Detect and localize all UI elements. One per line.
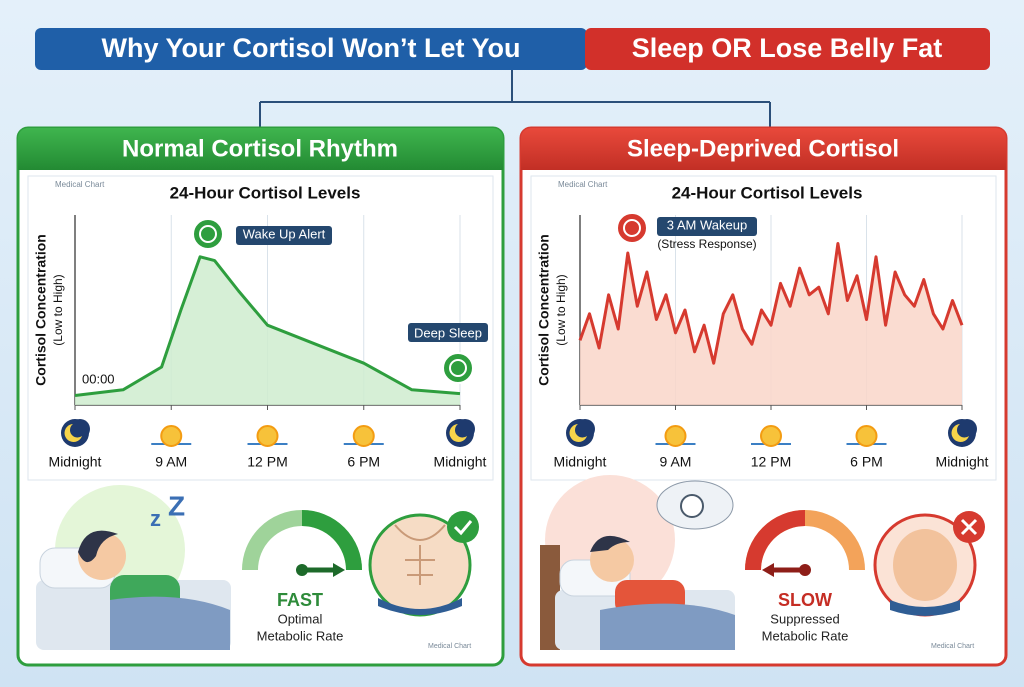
- annotation: 00:00: [82, 371, 115, 386]
- annotation: Wake Up Alert: [243, 226, 326, 241]
- footer-badge: Medical Chart: [931, 643, 974, 650]
- connector: [259, 70, 771, 128]
- x-tick-label: Midnight: [936, 454, 989, 470]
- moon-icon: [455, 419, 475, 439]
- x-tick-label: 12 PM: [751, 454, 791, 470]
- x-tick-label: 9 AM: [660, 454, 692, 470]
- annotation-box: [657, 217, 757, 236]
- annotation-pin: [449, 359, 467, 377]
- line: [74, 255, 461, 397]
- metabolic-speed: FAST: [277, 590, 323, 610]
- moon-icon: [951, 424, 969, 442]
- badge: Medical Chart: [558, 180, 608, 189]
- chart-title: 24-Hour Cortisol Levels: [672, 183, 863, 202]
- sun-icon: [664, 425, 687, 447]
- panel-right-header: [521, 128, 1006, 170]
- metabolic-rate-line: Suppressed: [770, 611, 839, 626]
- panel-title: Sleep-Deprived Cortisol: [627, 135, 899, 162]
- annotation-box: [236, 226, 332, 245]
- x-tick-label: Midnight: [554, 454, 607, 470]
- moon-icon: [575, 419, 595, 439]
- y-axis-label-sub: (Low to High): [51, 274, 65, 345]
- x-tick-label: 12 PM: [247, 454, 287, 470]
- panel-title: Normal Cortisol Rhythm: [122, 135, 398, 162]
- annotation: (Stress Response): [657, 237, 756, 251]
- annotation-pin: [616, 212, 648, 244]
- annotation-pin: [623, 219, 641, 237]
- chart-title: 24-Hour Cortisol Levels: [170, 183, 361, 202]
- gauge-fast: [242, 510, 362, 577]
- x-tick-label: Midnight: [434, 454, 487, 470]
- y-axis-label: Cortisol Concentration: [536, 234, 552, 386]
- annotation-pin: [199, 225, 217, 243]
- metabolic-rate-line: Optimal: [278, 611, 323, 626]
- badge: Medical Chart: [55, 180, 105, 189]
- moon-icon: [64, 424, 82, 442]
- sun-icon: [855, 425, 878, 447]
- moon-icon: [449, 424, 467, 442]
- zzz-decor: Z: [168, 490, 185, 521]
- awake-person-illustration: [540, 475, 735, 650]
- gauge-slow: [745, 510, 865, 577]
- moon-icon: [70, 419, 90, 439]
- annotation-pin: [442, 352, 474, 384]
- zzz-decor: z: [150, 506, 161, 531]
- moon-icon: [957, 419, 977, 439]
- x-tick-label: 9 AM: [155, 454, 187, 470]
- title-left: Why Your Cortisol Won’t Let You: [102, 33, 521, 63]
- annotation-box: [408, 323, 488, 342]
- footer-badge: Medical Chart: [428, 643, 471, 650]
- metabolic-speed: SLOW: [778, 590, 832, 610]
- line: [578, 242, 964, 365]
- annotation: 3 AM Wakeup: [667, 217, 747, 232]
- y-axis-label-sub: (Low to High): [554, 274, 568, 345]
- panel-left-header: [18, 128, 503, 170]
- sun-icon: [160, 425, 183, 447]
- title-right: Sleep OR Lose Belly Fat: [632, 33, 943, 63]
- area: [580, 243, 962, 405]
- title-banner-left: [35, 28, 587, 70]
- annotation: Deep Sleep: [414, 325, 482, 340]
- metabolic-rate-line: Metabolic Rate: [762, 628, 849, 643]
- sleeping-person-illustration: z Z: [36, 485, 231, 650]
- x-tick-label: 6 PM: [347, 454, 380, 470]
- area: [75, 256, 460, 405]
- annotation-pin: [192, 218, 224, 250]
- sun-icon: [256, 425, 279, 447]
- title-banner-right: [585, 28, 990, 70]
- x-tick-label: 6 PM: [850, 454, 883, 470]
- sun-icon: [352, 425, 375, 447]
- sun-icon: [760, 425, 782, 447]
- moon-icon: [569, 424, 587, 442]
- y-axis-label: Cortisol Concentration: [33, 234, 49, 386]
- belly-fat-illustration: [873, 511, 985, 617]
- x-tick-label: Midnight: [49, 454, 102, 470]
- flat-belly-illustration: [368, 511, 479, 617]
- metabolic-rate-line: Metabolic Rate: [257, 628, 344, 643]
